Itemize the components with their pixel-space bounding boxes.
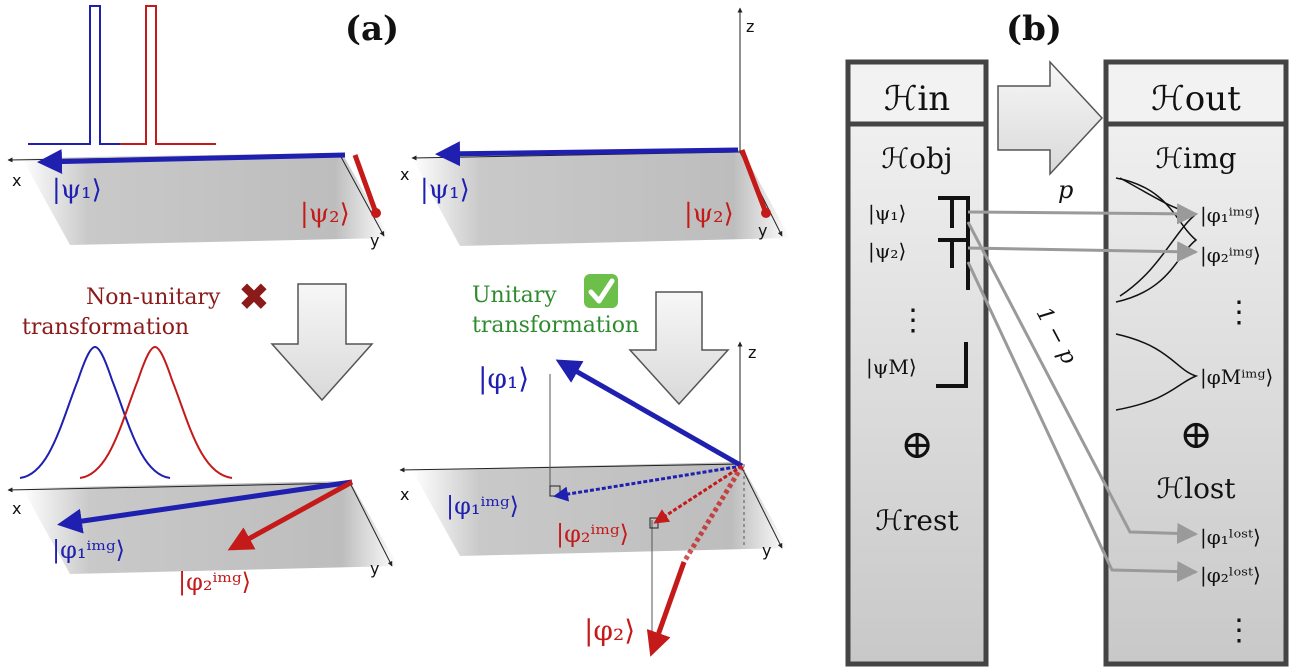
down-arrow-right-icon <box>628 291 730 406</box>
nonunitary-line2: transformation <box>22 315 189 340</box>
cross-mark-icon: ✖ <box>238 275 270 319</box>
h-img-label: ℋimg <box>1155 142 1236 175</box>
h-in-box: ℋin ℋobj |ψ₁⟩ |ψ₂⟩ ⋮ |ψM⟩ ⊕ ℋrest <box>845 59 989 667</box>
top-left-quadrant: x y |ψ₁⟩ |ψ₂⟩ <box>7 5 390 250</box>
x-axis-label: x <box>400 485 409 504</box>
pulse-stub <box>938 196 970 246</box>
output-lost-vdots: ⋮ <box>1224 613 1254 648</box>
gaussian-red <box>79 345 233 479</box>
h-in-oplus: ⊕ <box>900 422 934 468</box>
map-arrow-lost <box>966 261 1199 583</box>
h-rest-label: ℋrest <box>875 504 959 537</box>
pulse-stub <box>938 238 970 290</box>
y-axis <box>349 482 393 567</box>
y-axis-label: y <box>370 231 379 250</box>
p-label: p <box>1058 176 1073 204</box>
phi2-vector <box>646 561 687 657</box>
map-arrow-img <box>967 241 1199 263</box>
right-arrow-icon <box>997 60 1104 176</box>
panel-b-label: (b) <box>1006 9 1062 49</box>
psi2-tip <box>371 208 381 218</box>
output-img-vdots: ⋮ <box>1224 295 1254 330</box>
z-axis-label: z <box>748 343 756 362</box>
psi2-vector <box>739 149 769 214</box>
output-phiM-img: |φMⁱᵐᵍ⟩ <box>1200 365 1273 390</box>
phi2img-label: |φ₂ⁱᵐᵍ⟩ <box>178 568 251 597</box>
transformation-labels: Non-unitary transformation ✖ Unitary tra… <box>22 274 730 406</box>
y-axis-label: y <box>370 559 379 578</box>
phi1img-label: |φ₁ⁱᵐᵍ⟩ <box>446 492 519 521</box>
phi2img-vector <box>653 464 743 524</box>
h-out-oplus: ⊕ <box>1179 412 1213 458</box>
phi1-label: |φ₁⟩ <box>478 362 529 395</box>
h-lost-label: ℋlost <box>1156 472 1236 505</box>
phi1-vector <box>555 359 744 469</box>
map-arrow-img <box>967 203 1199 225</box>
map-arrow-lost <box>966 221 1199 544</box>
output-phi1-lost: |φ₁ˡᵒˢᵗ⟩ <box>1200 525 1261 550</box>
h-in-title: ℋin <box>884 79 950 119</box>
psi1-label: |ψ₁⟩ <box>52 175 102 205</box>
z-axis-label: z <box>746 17 754 36</box>
h-out-box: ℋout ℋimg |φ₁ⁱᵐᵍ⟩ |φ₂ⁱᵐᵍ⟩ ⋮ |φMⁱᵐᵍ⟩ ⊕ ℋl… <box>1103 59 1289 667</box>
check-mark-icon <box>588 278 615 304</box>
unitary-line1: Unitary <box>472 283 557 308</box>
phi2img-label: |φ₂ⁱᵐᵍ⟩ <box>556 520 629 549</box>
phi1img-label: |φ₁ⁱᵐᵍ⟩ <box>52 536 125 565</box>
h-obj-label: ℋobj <box>881 142 952 175</box>
pulse-blue <box>28 5 130 145</box>
psi1-label: |ψ₁⟩ <box>420 175 470 205</box>
bottom-left-quadrant: x y |φ₁ⁱᵐᵍ⟩ |φ₂ⁱᵐᵍ⟩ <box>7 345 398 597</box>
plane <box>22 481 398 574</box>
input-vdots: ⋮ <box>898 303 928 338</box>
psi2-label: |ψ₂⟩ <box>684 199 734 229</box>
psi1-vector <box>37 149 346 175</box>
psi2-label: |ψ₂⟩ <box>300 199 350 229</box>
psi1-vector <box>435 141 739 167</box>
h-out-title: ℋout <box>1151 79 1241 119</box>
nonunitary-line1: Non-unitary <box>86 285 221 310</box>
phi2-label: |φ₂⟩ <box>584 614 635 647</box>
output-phi2-lost: |φ₂ˡᵒˢᵗ⟩ <box>1200 563 1261 588</box>
bottom-right-quadrant: z x y |φ₁⟩ |φ₁ⁱᵐᵍ⟩ |φ₂ⁱᵐᵍ⟩ |φ₂⟩ <box>399 341 788 657</box>
x-axis-label: x <box>12 499 21 518</box>
psi2-tip <box>761 208 771 218</box>
y-axis <box>739 463 783 549</box>
x-axis <box>7 482 351 493</box>
down-arrow-left-icon <box>270 283 374 402</box>
input-psi2: |ψ₂⟩ <box>868 239 906 264</box>
pulse-red <box>120 5 216 145</box>
output-gaussian <box>1115 177 1198 303</box>
input-psiM: |ψM⟩ <box>866 355 917 380</box>
phi2img-vector <box>227 479 354 551</box>
panel-a-label: (a) <box>345 9 399 49</box>
phi2-vector-hidden <box>681 464 745 564</box>
plane <box>22 153 390 245</box>
x-axis-label: x <box>400 165 409 184</box>
phi1img-vector <box>57 479 353 534</box>
unitary-line2: transformation <box>472 313 639 338</box>
x-axis <box>399 463 741 473</box>
output-gaussian <box>1115 333 1199 411</box>
phi1img-vector <box>553 464 743 502</box>
y-axis-label: y <box>762 541 771 560</box>
y-axis <box>339 154 385 237</box>
output-phi1-img: |φ₁ⁱᵐᵍ⟩ <box>1200 203 1261 228</box>
x-axis-label: x <box>12 171 21 190</box>
psi2-vector <box>352 154 379 214</box>
plane <box>412 150 790 246</box>
top-right-quadrant: z x y |ψ₁⟩ |ψ₂⟩ <box>400 7 790 246</box>
plane <box>412 462 788 556</box>
gaussian-blue <box>19 345 171 479</box>
input-psi1: |ψ₁⟩ <box>868 201 906 226</box>
y-axis-label: y <box>758 221 767 240</box>
pulse-stub <box>936 342 968 388</box>
output-phi2-img: |φ₂ⁱᵐᵍ⟩ <box>1200 243 1261 268</box>
